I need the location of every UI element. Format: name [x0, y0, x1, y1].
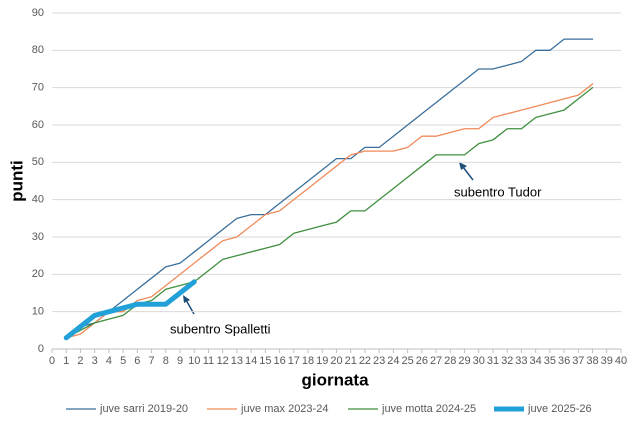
x-tick-label: 38: [586, 355, 598, 367]
x-tick-label: 7: [149, 355, 155, 367]
x-tick-label: 10: [188, 355, 200, 367]
x-tick-label: 11: [203, 355, 214, 367]
x-tick-label: 30: [473, 355, 485, 367]
x-tick-label: 16: [273, 355, 285, 367]
x-axis-title: giornata: [301, 370, 369, 389]
x-tick-label: 1: [63, 355, 69, 367]
x-tick-label: 31: [487, 355, 499, 367]
y-tick-label: 10: [32, 306, 44, 318]
arrow-head: [183, 295, 190, 303]
x-tick-label: 9: [177, 355, 183, 367]
series-line: [65, 38, 594, 339]
x-tick-label: 40: [615, 355, 627, 367]
x-tick-label: 18: [302, 355, 314, 367]
x-tick-label: 2: [77, 355, 83, 367]
series-line: [63, 279, 197, 341]
x-tick-label: 29: [458, 355, 470, 367]
x-tick-label: 32: [501, 355, 513, 367]
x-tick-label: 35: [544, 355, 556, 367]
x-tick-label: 3: [92, 355, 98, 367]
legend-label: juve 2025-26: [527, 403, 592, 415]
x-tick-label: 14: [245, 355, 257, 367]
x-tick-label: 36: [558, 355, 570, 367]
x-tick-label: 33: [515, 355, 527, 367]
y-tick-label: 0: [38, 343, 44, 355]
x-tick-label: 21: [345, 355, 357, 367]
x-tick-label: 8: [163, 355, 169, 367]
series-line: [65, 87, 594, 339]
x-tick-label: 26: [416, 355, 428, 367]
x-tick-label: 15: [259, 355, 271, 367]
annotation-arrow: [462, 166, 474, 181]
x-tick-label: 5: [120, 355, 126, 367]
y-tick-label: 20: [32, 268, 44, 280]
x-tick-label: 28: [444, 355, 456, 367]
x-tick-label: 24: [387, 355, 399, 367]
x-tick-label: 17: [288, 355, 300, 367]
x-tick-label: 4: [106, 355, 112, 367]
x-tick-label: 25: [402, 355, 414, 367]
legend-label: juve motta 2024-25: [381, 403, 476, 415]
legend-label: juve max 2023-24: [240, 403, 328, 415]
y-tick-label: 30: [32, 231, 44, 243]
annotation: subentro Tudor: [454, 184, 542, 199]
y-tick-label: 70: [32, 82, 44, 94]
annotation: subentro Spalletti: [170, 321, 271, 336]
legend-label: juve sarri 2019-20: [99, 403, 188, 415]
y-tick-label: 60: [32, 119, 44, 131]
x-tick-label: 34: [530, 355, 542, 367]
x-tick-label: 39: [601, 355, 613, 367]
y-tick-label: 90: [32, 7, 44, 19]
x-tick-label: 13: [231, 355, 243, 367]
y-axis-title: punti: [7, 160, 26, 202]
series-line: [65, 83, 594, 339]
x-tick-label: 27: [430, 355, 442, 367]
arrow-head: [459, 162, 467, 170]
x-tick-label: 20: [330, 355, 342, 367]
y-tick-label: 50: [32, 156, 44, 168]
y-tick-label: 40: [32, 194, 44, 206]
x-tick-label: 12: [217, 355, 229, 367]
x-tick-label: 19: [316, 355, 328, 367]
x-tick-label: 0: [49, 355, 55, 367]
x-tick-label: 37: [572, 355, 584, 367]
x-tick-label: 22: [359, 355, 371, 367]
x-tick-label: 6: [134, 355, 140, 367]
y-tick-label: 80: [32, 44, 44, 56]
x-tick-label: 23: [373, 355, 385, 367]
